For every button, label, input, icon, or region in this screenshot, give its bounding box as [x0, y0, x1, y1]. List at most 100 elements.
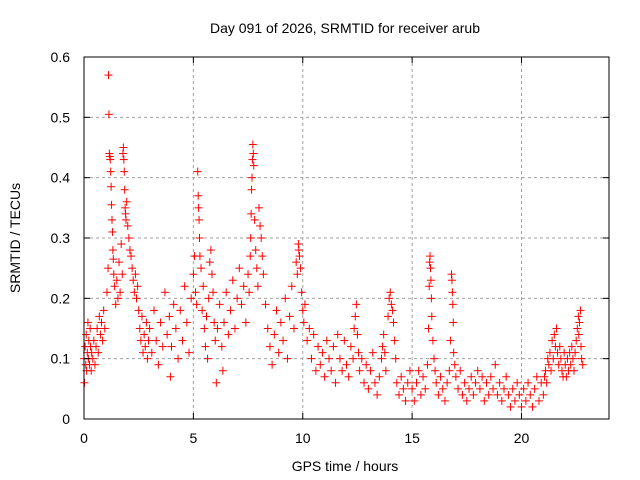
- data-point: [248, 173, 256, 182]
- data-point: [547, 366, 556, 375]
- data-point: [203, 354, 212, 363]
- data-point: [513, 378, 522, 387]
- data-point: [497, 396, 506, 405]
- data-point: [263, 324, 272, 333]
- data-point: [244, 270, 253, 279]
- data-point: [150, 306, 158, 315]
- data-point: [426, 252, 435, 261]
- data-point: [218, 366, 227, 375]
- data-point: [128, 264, 137, 273]
- data-point: [265, 342, 274, 351]
- data-point: [577, 342, 585, 351]
- data-point: [276, 318, 285, 327]
- data-point: [391, 354, 400, 363]
- data-point: [249, 161, 258, 170]
- data-point: [92, 342, 101, 351]
- data-point: [191, 288, 200, 297]
- data-point: [454, 384, 463, 393]
- data-point: [305, 324, 314, 333]
- data-point: [174, 354, 183, 363]
- data-point: [389, 318, 398, 327]
- data-point: [350, 324, 359, 333]
- data-point: [578, 360, 587, 369]
- data-point: [167, 342, 176, 351]
- data-point: [130, 288, 139, 297]
- x-tick-label: 5: [189, 430, 197, 446]
- data-point: [137, 312, 146, 321]
- grid-lines: [84, 57, 609, 419]
- data-point: [169, 300, 178, 309]
- data-point: [283, 354, 292, 363]
- data-point: [178, 336, 187, 345]
- data-point: [99, 306, 108, 315]
- data-point: [360, 378, 368, 387]
- data-point: [113, 294, 122, 303]
- data-point: [427, 294, 436, 303]
- data-point: [379, 330, 388, 339]
- data-point: [200, 324, 209, 333]
- data-point: [210, 318, 219, 327]
- data-point: [204, 294, 213, 303]
- data-point: [451, 372, 460, 381]
- data-point: [252, 264, 261, 273]
- data-point: [294, 246, 303, 255]
- y-tick-label: 0.1: [51, 351, 71, 367]
- data-point: [399, 384, 408, 393]
- data-point: [545, 348, 554, 357]
- data-point: [233, 294, 242, 303]
- data-point: [104, 264, 113, 273]
- data-point: [506, 402, 515, 411]
- data-point: [135, 324, 144, 333]
- data-point: [123, 221, 132, 230]
- data-point: [462, 396, 471, 405]
- data-point: [222, 288, 231, 297]
- data-point: [491, 360, 500, 369]
- data-point: [482, 378, 491, 387]
- data-point: [508, 384, 517, 393]
- data-point: [120, 167, 129, 176]
- data-point: [129, 276, 138, 285]
- data-point: [314, 342, 323, 351]
- data-point: [456, 366, 465, 375]
- data-point: [338, 366, 347, 375]
- data-point: [484, 390, 493, 399]
- data-point: [253, 282, 262, 291]
- data-point: [104, 110, 113, 119]
- x-tick-label: 10: [295, 430, 311, 446]
- data-point: [555, 342, 564, 351]
- data-point: [493, 390, 502, 399]
- data-point: [333, 330, 342, 339]
- data-point: [140, 330, 149, 339]
- data-point: [139, 348, 148, 357]
- data-point: [118, 270, 127, 279]
- data-point: [279, 336, 288, 345]
- data-point: [392, 378, 401, 387]
- data-point: [292, 258, 301, 267]
- data-point: [517, 402, 526, 411]
- data-point: [573, 324, 582, 333]
- data-point: [95, 312, 104, 321]
- data-point: [293, 270, 302, 279]
- data-point: [107, 182, 116, 191]
- data-point: [88, 354, 97, 363]
- data-point: [239, 282, 248, 291]
- data-point: [251, 246, 260, 255]
- data-point: [440, 396, 449, 405]
- data-point: [381, 366, 390, 375]
- data-point: [426, 264, 435, 273]
- data-point: [576, 306, 585, 315]
- data-point: [355, 366, 364, 375]
- data-point: [299, 318, 308, 327]
- data-point: [297, 288, 306, 297]
- data-point: [86, 324, 95, 333]
- y-tick-label: 0.5: [51, 109, 71, 125]
- y-tick-label: 0.4: [51, 170, 71, 186]
- data-point: [100, 324, 109, 333]
- data-point: [544, 360, 553, 369]
- data-point: [438, 384, 447, 393]
- data-point: [185, 348, 193, 357]
- data-point: [211, 336, 220, 345]
- data-point: [467, 372, 476, 381]
- data-point: [108, 227, 117, 236]
